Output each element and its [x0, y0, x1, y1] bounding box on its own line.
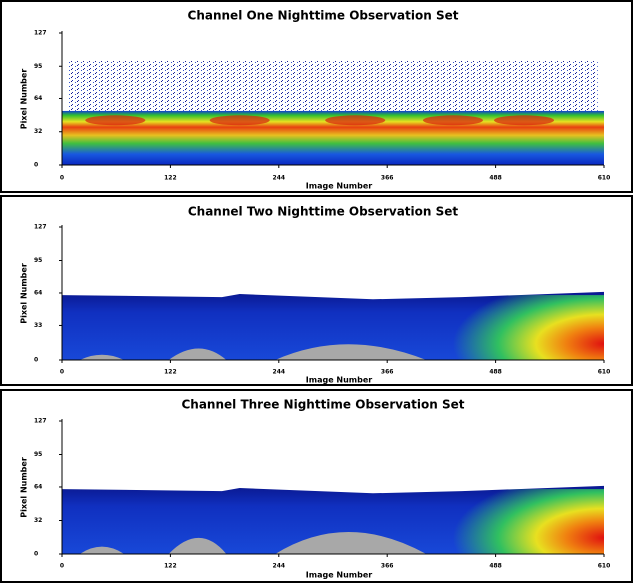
y-axis-label: Pixel Number: [20, 263, 29, 324]
y-tick-label: 95: [34, 257, 42, 264]
x-tick-label: 122: [164, 369, 177, 376]
heatmap-gray: [79, 344, 427, 360]
y-tick-label: 95: [34, 451, 42, 458]
x-axis-label: Image Number: [306, 182, 373, 191]
heatmap-hotspot: [209, 115, 270, 126]
x-tick-label: 244: [273, 563, 286, 570]
y-axis-label: Pixel Number: [20, 69, 29, 130]
x-axis-label: Image Number: [306, 376, 373, 385]
x-tick-label: 488: [489, 563, 502, 570]
x-tick-label: 244: [273, 175, 286, 182]
heatmap: [62, 291, 604, 360]
x-tick-label: 488: [489, 369, 502, 376]
heatmap-gray: [79, 532, 427, 554]
x-tick-label: 610: [598, 175, 611, 182]
y-tick-label: 95: [34, 63, 42, 70]
y-tick-label: 127: [34, 30, 47, 37]
panel-border: [0, 195, 633, 386]
x-tick-label: 0: [60, 563, 64, 570]
y-tick-label: 127: [34, 224, 47, 231]
y-tick-label: 0: [34, 551, 38, 558]
y-tick-label: 64: [34, 95, 42, 102]
heatmap-hotspot: [494, 115, 555, 126]
y-tick-label: 32: [34, 128, 42, 135]
x-tick-label: 122: [164, 175, 177, 182]
y-tick-label: 0: [34, 162, 38, 169]
x-tick-label: 122: [164, 563, 177, 570]
x-tick-label: 366: [381, 175, 394, 182]
heatmap-noise: [68, 61, 598, 111]
heatmap-hotspot: [422, 115, 483, 126]
y-tick-label: 32: [34, 517, 42, 524]
heatmap: [62, 61, 604, 165]
heatmap-hotspot: [325, 115, 386, 126]
chart-title: Channel Three Nighttime Observation Set: [181, 398, 464, 412]
x-tick-label: 610: [598, 563, 611, 570]
heatmap-hotspot: [85, 115, 146, 126]
x-tick-label: 366: [381, 563, 394, 570]
y-tick-label: 64: [34, 483, 42, 490]
heatmap-hot: [452, 295, 604, 360]
x-tick-label: 366: [381, 369, 394, 376]
y-tick-label: 0: [34, 357, 38, 364]
x-axis-label: Image Number: [306, 571, 373, 580]
heatmap-hot: [452, 489, 604, 554]
y-tick-label: 64: [34, 289, 42, 296]
heatmap: [62, 485, 604, 554]
chart-title: Channel Two Nighttime Observation Set: [188, 205, 459, 219]
x-tick-label: 0: [60, 175, 64, 182]
x-tick-label: 244: [273, 369, 286, 376]
x-tick-label: 0: [60, 369, 64, 376]
y-tick-label: 127: [34, 418, 47, 425]
y-axis-label: Pixel Number: [20, 457, 29, 518]
y-tick-label: 33: [34, 322, 42, 329]
panel-border: [0, 389, 633, 583]
chart-title: Channel One Nighttime Observation Set: [188, 9, 459, 23]
x-tick-label: 610: [598, 369, 611, 376]
panel-border: [0, 0, 633, 193]
x-tick-label: 488: [489, 175, 502, 182]
